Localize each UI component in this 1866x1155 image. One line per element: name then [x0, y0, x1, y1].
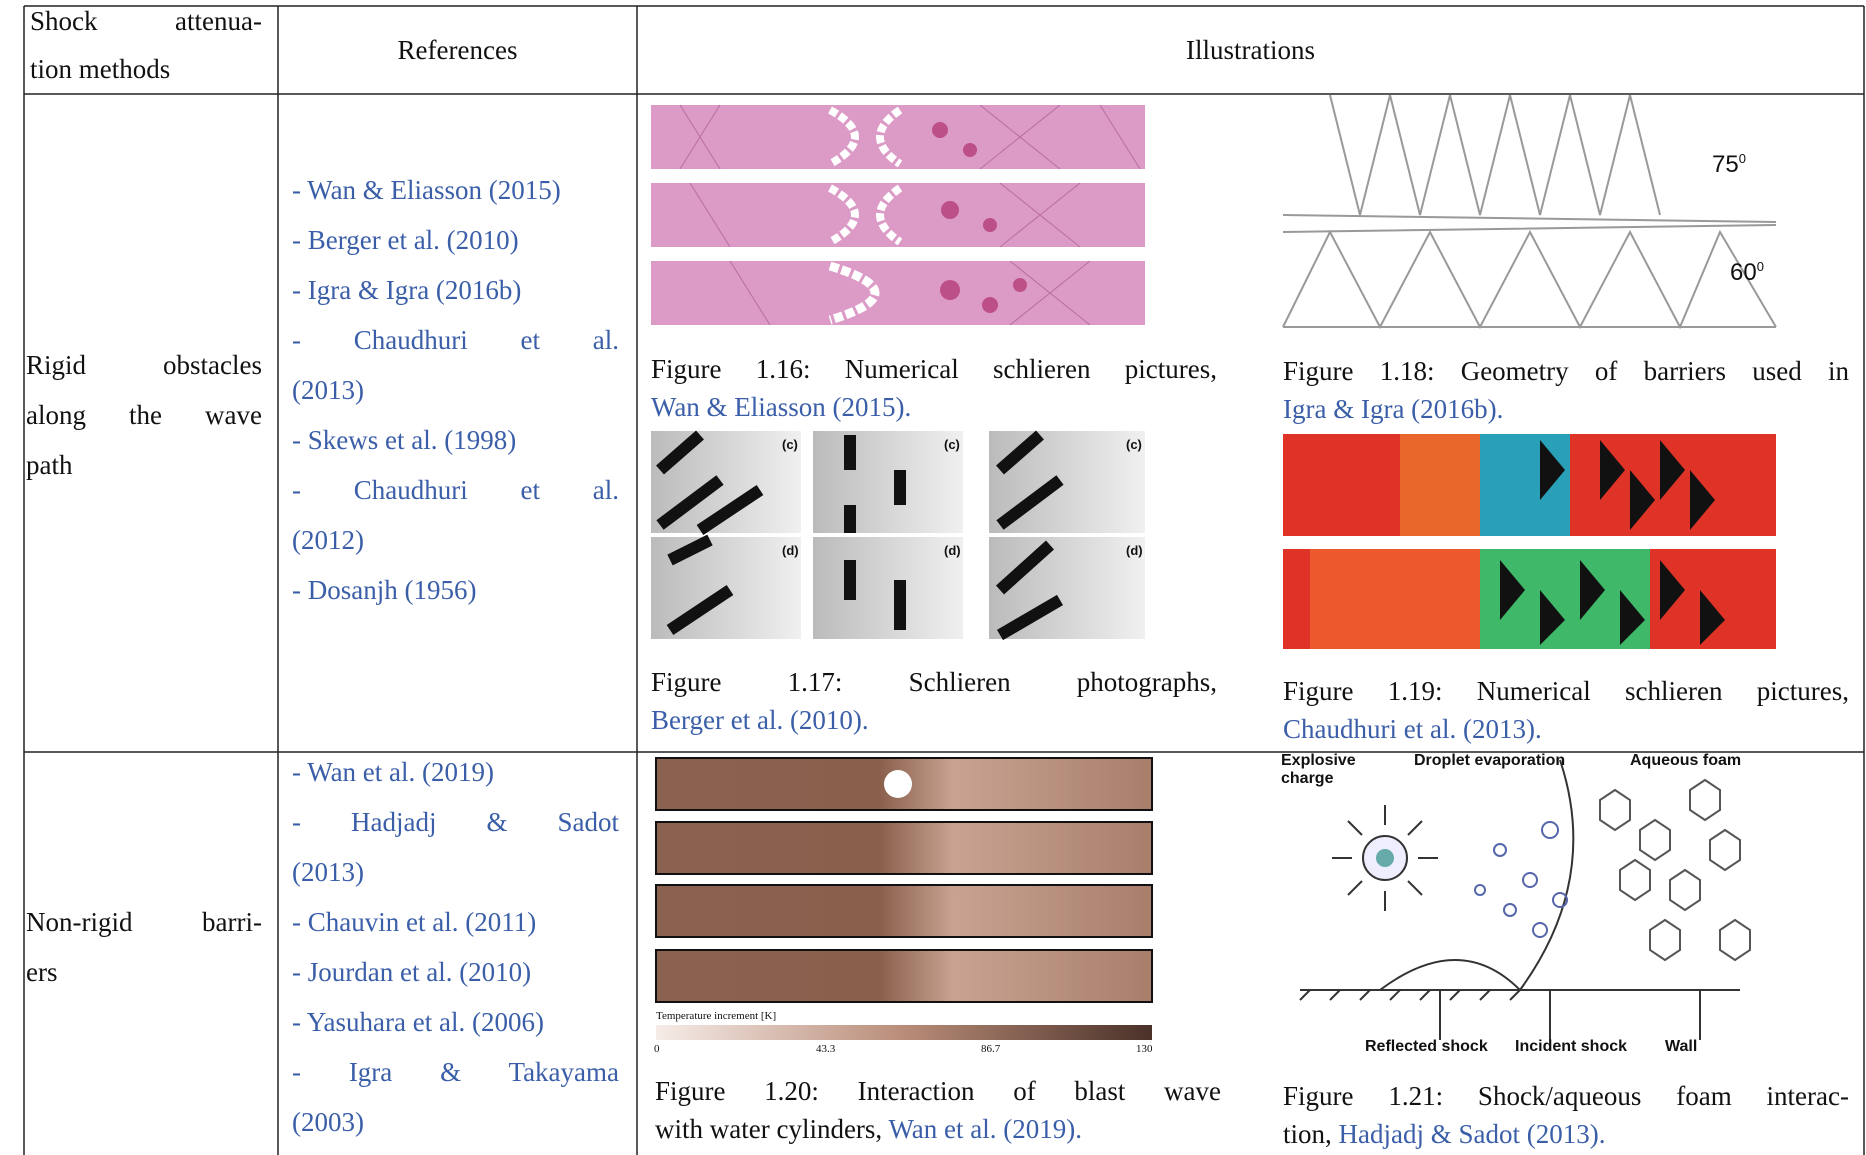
- caption-text: with water cylinders,: [655, 1114, 883, 1144]
- caption-text: tion,: [1283, 1119, 1332, 1149]
- panel-label: (c): [944, 437, 960, 452]
- caption-line: Igra & Igra (2016b).: [1283, 390, 1849, 428]
- panel-label: (c): [1126, 437, 1142, 452]
- reference: - Yasuhara et al. (2006): [292, 1007, 544, 1037]
- colorbar-tick: 43.3: [816, 1043, 836, 1055]
- caption-text: Figure 1.19: Numerical schlieren picture…: [1283, 676, 1849, 706]
- figure-1-16: [651, 104, 1145, 326]
- reference: (2013): [292, 857, 364, 887]
- reference: - Chauvin et al. (2011): [292, 907, 537, 937]
- angle-label: 600: [1730, 258, 1764, 285]
- header-cell: References: [397, 35, 518, 65]
- reference: - Wan & Eliasson (2015): [292, 175, 561, 205]
- reference: (2013): [292, 375, 364, 405]
- reference: - Igra & Takayama: [292, 1057, 619, 1087]
- caption-line: Figure 1.17: Schlieren photographs,: [651, 663, 1217, 701]
- caption-line: Berger et al. (2010).: [651, 701, 1217, 739]
- figure-1-19: [1283, 434, 1776, 649]
- figure-label: Wall: [1665, 1038, 1698, 1055]
- caption-link: Berger et al. (2010).: [651, 705, 869, 735]
- figure-label: Incident shock: [1515, 1038, 1628, 1055]
- colorbar-tick: 130: [1136, 1043, 1153, 1055]
- table-rules: [23, 5, 1865, 1155]
- caption-line: Figure 1.16: Numerical schlieren picture…: [651, 350, 1217, 388]
- figure-label: Explosive charge: [1281, 752, 1356, 787]
- header-cell: Shock attenua-: [30, 6, 262, 36]
- reference: (2003): [292, 1107, 364, 1137]
- caption-line: Figure 1.18: Geometry of barriers used i…: [1283, 352, 1849, 390]
- reference: - Dosanjh (1956): [292, 575, 477, 605]
- colorbar-tick: 86.7: [981, 1043, 1001, 1055]
- figure-1-17: [651, 430, 1145, 641]
- header-cell: Illustrations: [1186, 35, 1315, 65]
- panel-label: (d): [944, 543, 961, 558]
- angle-value: 60: [1730, 259, 1757, 286]
- reference: - Wan et al. (2019): [292, 757, 495, 787]
- caption-text: Figure 1.17: Schlieren photographs,: [651, 667, 1217, 697]
- reference: (2012): [292, 525, 364, 555]
- reference: - Berger et al. (2010): [292, 225, 519, 255]
- caption-text: Figure 1.20: Interaction of blast wave: [655, 1076, 1221, 1106]
- colorbar-title: Temperature increment [K]: [656, 1010, 777, 1022]
- reference: - Chaudhuri et al.: [292, 325, 619, 355]
- figure-1-18: [1282, 94, 1777, 330]
- caption-text: Figure 1.16: Numerical schlieren picture…: [651, 354, 1217, 384]
- caption-line: Wan & Eliasson (2015).: [651, 388, 1217, 426]
- method: path: [26, 450, 73, 480]
- caption-text: Figure 1.18: Geometry of barriers used i…: [1283, 356, 1849, 386]
- caption-line: tion, Hadjadj & Sadot (2013).: [1283, 1115, 1849, 1153]
- method: along the wave: [26, 400, 262, 430]
- panel-label: (d): [782, 543, 799, 558]
- angle-value: 75: [1712, 151, 1739, 178]
- panel-label: (c): [782, 437, 798, 452]
- header-cell: tion methods: [30, 54, 171, 84]
- angle-sup: 0: [1738, 151, 1746, 166]
- caption-line: with water cylinders, Wan et al. (2019).: [655, 1110, 1221, 1148]
- figure-label: Reflected shock: [1365, 1038, 1488, 1055]
- panel-label: (d): [1126, 543, 1143, 558]
- figure-label: Aqueous foam: [1630, 752, 1742, 769]
- caption-link: Wan et al. (2019).: [888, 1114, 1082, 1144]
- method: Rigid obstacles: [26, 350, 262, 380]
- caption-link: Igra & Igra (2016b).: [1283, 394, 1504, 424]
- figure-1-21: [1299, 759, 1751, 1040]
- figure-label: Droplet evaporation: [1414, 752, 1566, 769]
- caption-link: Chaudhuri et al. (2013).: [1283, 714, 1542, 744]
- caption-line: Figure 1.19: Numerical schlieren picture…: [1283, 672, 1849, 710]
- reference: - Jourdan et al. (2010): [292, 957, 532, 987]
- caption-link: Wan & Eliasson (2015).: [651, 392, 912, 422]
- figure-1-20: [655, 757, 1153, 1040]
- reference: - Skews et al. (1998): [292, 425, 517, 455]
- angle-sup: 0: [1756, 259, 1764, 274]
- reference: - Igra & Igra (2016b): [292, 275, 522, 305]
- reference: - Chaudhuri et al.: [292, 475, 619, 505]
- caption-text: Figure 1.21: Shock/aqueous foam interac-: [1283, 1081, 1849, 1111]
- reference: - Hadjadj & Sadot: [292, 807, 619, 837]
- caption-link: Hadjadj & Sadot (2013).: [1338, 1119, 1606, 1149]
- caption-line: Figure 1.21: Shock/aqueous foam interac-: [1283, 1077, 1849, 1115]
- caption-line: Chaudhuri et al. (2013).: [1283, 710, 1849, 748]
- method: Non-rigid barri-: [26, 907, 262, 937]
- method: ers: [26, 957, 58, 987]
- colorbar-tick: 0: [654, 1043, 660, 1055]
- caption-line: Figure 1.20: Interaction of blast wave: [655, 1072, 1221, 1110]
- angle-label: 750: [1712, 150, 1746, 177]
